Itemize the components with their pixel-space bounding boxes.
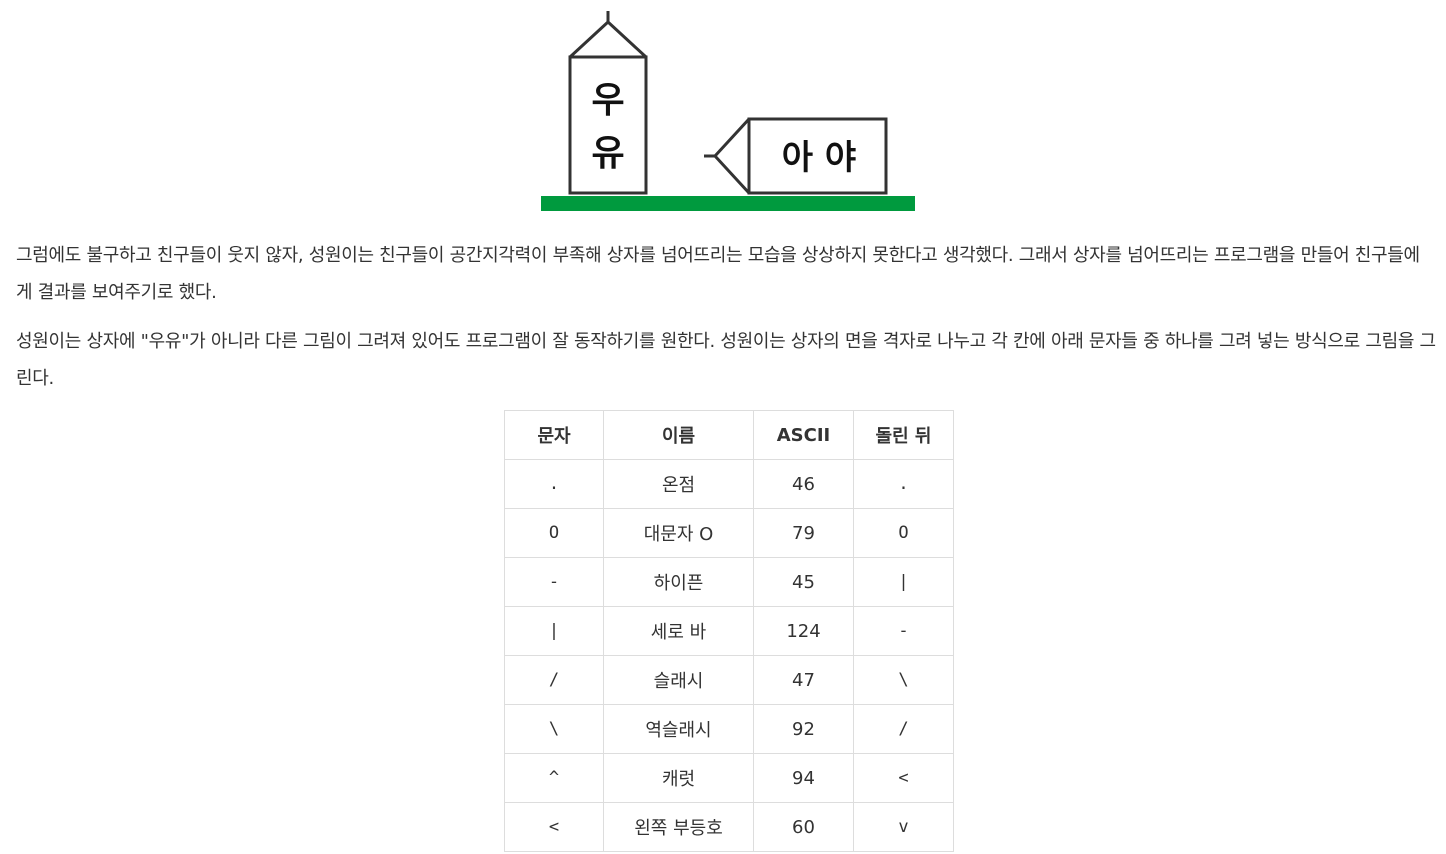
cell-rotated: v	[853, 802, 954, 852]
cell-character: O	[504, 508, 604, 558]
header-rotated: 돌린 뒤	[853, 410, 954, 460]
ground-bar	[541, 196, 915, 211]
paragraph-description: 성원이는 상자에 "우유"가 아니라 다른 그림이 그려져 있어도 프로그램이 …	[16, 331, 1436, 389]
cell-name: 캐럿	[603, 753, 754, 803]
table-row: - 하이픈 45 |	[504, 557, 954, 607]
header-character: 문자	[504, 410, 604, 460]
upright-milk-carton: 우 유	[568, 11, 648, 195]
table-row: < 왼쪽 부등호 60 v	[504, 802, 954, 852]
cell-ascii: 47	[753, 655, 854, 705]
cell-ascii: 45	[753, 557, 854, 607]
table-row: O 대문자 O 79 O	[504, 508, 954, 558]
cell-rotated: O	[853, 508, 954, 558]
table-row: . 온점 46 .	[504, 459, 954, 509]
cell-ascii: 94	[753, 753, 854, 803]
table-row: / 슬래시 47 \	[504, 655, 954, 705]
cell-rotated: |	[853, 557, 954, 607]
milk-box-illustration: 우 유 아 야	[541, 11, 915, 211]
cell-character: /	[504, 655, 604, 705]
table-header-row: 문자 이름 ASCII 돌린 뒤	[504, 410, 954, 460]
table-row: | 세로 바 124 -	[504, 606, 954, 656]
upright-box-char-1: 우	[591, 80, 624, 121]
fallen-box-text: 아 야	[782, 138, 856, 178]
cell-name: 슬래시	[603, 655, 754, 705]
cell-name: 세로 바	[603, 606, 754, 656]
fallen-milk-carton: 아 야	[704, 117, 888, 195]
cell-character: <	[504, 802, 604, 852]
cell-ascii: 60	[753, 802, 854, 852]
cell-rotated: <	[853, 753, 954, 803]
cell-character: .	[504, 459, 604, 509]
milk-box-figure: 우 유 아 야	[530, 0, 930, 218]
cell-name: 대문자 O	[603, 508, 754, 558]
upright-box-char-2: 유	[591, 133, 624, 174]
cell-rotated: -	[853, 606, 954, 656]
paragraph-intro: 그럼에도 불구하고 친구들이 웃지 않자, 성원이는 친구들이 공간지각력이 부…	[16, 245, 1420, 303]
cell-name: 왼쪽 부등호	[603, 802, 754, 852]
cell-ascii: 46	[753, 459, 854, 509]
cell-rotated: \	[853, 655, 954, 705]
character-table-container: 문자 이름 ASCII 돌린 뒤 . 온점 46 . O 대문자 O 79 O …	[504, 410, 954, 852]
cell-name: 역슬래시	[603, 704, 754, 754]
header-ascii: ASCII	[753, 410, 854, 460]
cell-name: 하이픈	[603, 557, 754, 607]
cell-rotated: /	[853, 704, 954, 754]
cell-character: -	[504, 557, 604, 607]
cell-rotated: .	[853, 459, 954, 509]
character-table: 문자 이름 ASCII 돌린 뒤 . 온점 46 . O 대문자 O 79 O …	[504, 410, 954, 852]
cell-ascii: 92	[753, 704, 854, 754]
cell-character: \	[504, 704, 604, 754]
cell-name: 온점	[603, 459, 754, 509]
cell-character: |	[504, 606, 604, 656]
cell-ascii: 79	[753, 508, 854, 558]
cell-ascii: 124	[753, 606, 854, 656]
cell-character: ^	[504, 753, 604, 803]
header-name: 이름	[603, 410, 754, 460]
table-row: ^ 캐럿 94 <	[504, 753, 954, 803]
table-row: \ 역슬래시 92 /	[504, 704, 954, 754]
